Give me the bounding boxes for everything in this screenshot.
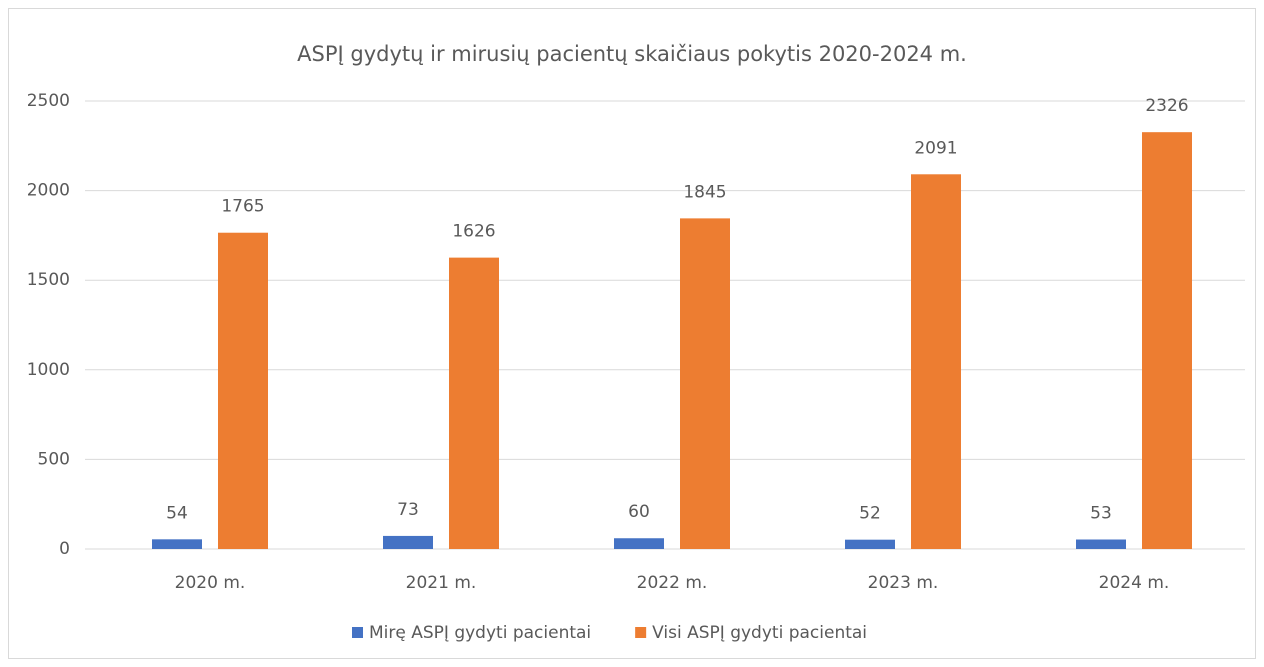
chart-frame — [8, 8, 1256, 659]
bar — [1142, 132, 1192, 550]
bar — [845, 539, 895, 549]
y-tick-label: 2500 — [27, 91, 70, 111]
data-label: 1626 — [452, 222, 495, 242]
bar — [218, 232, 268, 549]
data-label: 2326 — [1145, 96, 1188, 116]
bar — [680, 218, 730, 549]
bar — [383, 535, 433, 549]
bar — [1076, 539, 1126, 549]
bar — [614, 538, 664, 549]
y-tick-label: 1000 — [27, 360, 70, 380]
chart-title: ASPĮ gydytų ir mirusių pacientų skaičiau… — [297, 42, 967, 66]
y-tick-label: 500 — [38, 449, 70, 469]
data-label: 1765 — [221, 197, 264, 217]
x-tick-label: 2020 m. — [175, 573, 246, 593]
data-label: 52 — [859, 504, 881, 524]
y-tick-label: 1500 — [27, 270, 70, 290]
data-label: 53 — [1090, 504, 1112, 524]
y-tick-label: 0 — [59, 539, 70, 559]
bar — [449, 257, 499, 549]
data-label: 54 — [166, 503, 188, 523]
x-tick-label: 2021 m. — [406, 573, 477, 593]
x-tick-label: 2023 m. — [868, 573, 939, 593]
data-label: 2091 — [914, 138, 957, 158]
x-tick-label: 2024 m. — [1099, 573, 1170, 593]
data-label: 73 — [397, 500, 419, 520]
bar — [152, 539, 202, 549]
bar — [911, 174, 961, 550]
y-tick-label: 2000 — [27, 181, 70, 201]
legend-label: Visi ASPĮ gydyti pacientai — [652, 623, 867, 643]
data-label: 60 — [628, 502, 650, 522]
x-tick-label: 2022 m. — [637, 573, 708, 593]
legend-swatch — [635, 627, 647, 638]
data-label: 1845 — [683, 182, 726, 202]
legend-swatch — [352, 627, 363, 638]
legend-label: Mirę ASPĮ gydyti pacientai — [369, 623, 591, 643]
